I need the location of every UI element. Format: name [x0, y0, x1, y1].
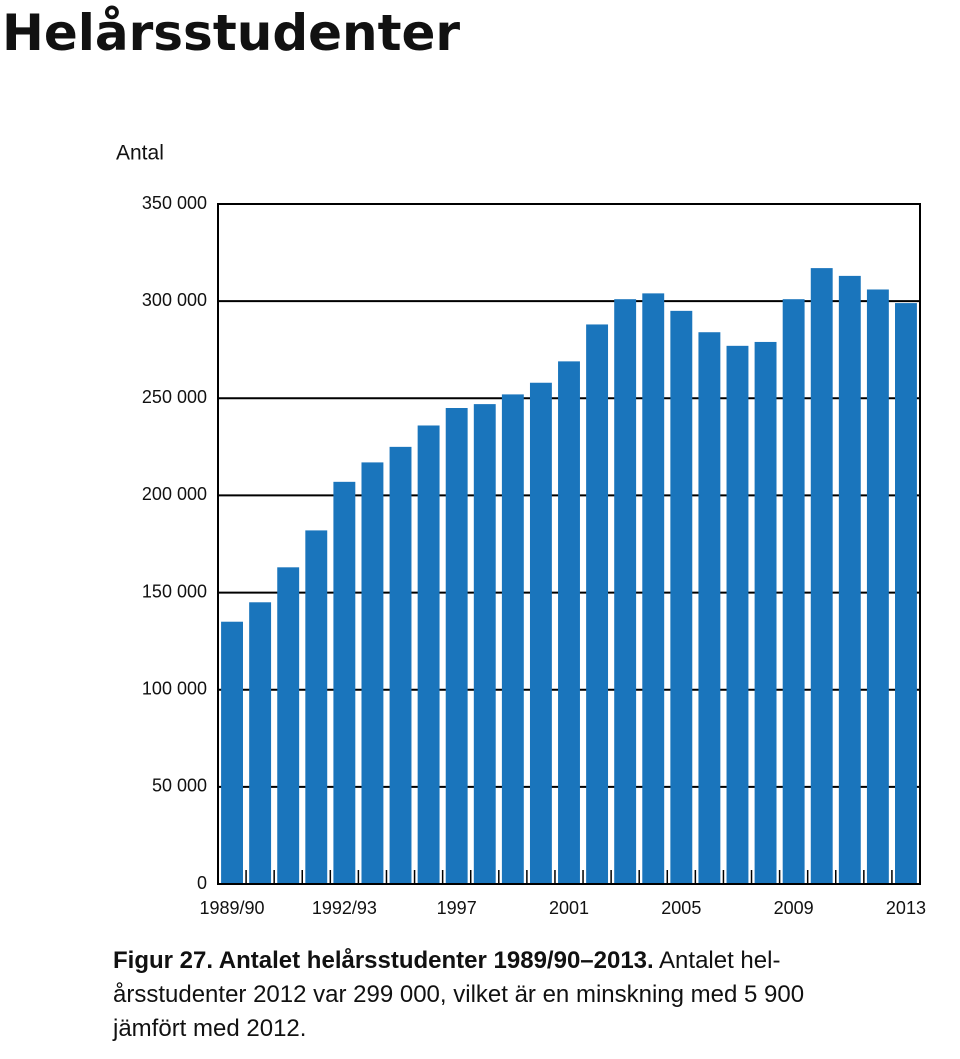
- x-tick-label: 2013: [886, 898, 926, 918]
- bar: [221, 621, 243, 884]
- bar: [501, 394, 524, 884]
- bar: [333, 481, 356, 884]
- bar: [361, 462, 384, 884]
- x-tick-label: 1992/93: [312, 898, 377, 918]
- y-tick-label: 0: [197, 873, 207, 893]
- y-tick-label: 150 000: [142, 581, 207, 601]
- y-tick-label: 300 000: [142, 290, 207, 310]
- bar: [586, 324, 609, 884]
- x-tick-label: 2001: [549, 898, 589, 918]
- bar: [417, 425, 440, 884]
- bar: [838, 275, 861, 884]
- caption-text: jämfört med 2012.: [112, 1015, 306, 1042]
- bar: [866, 289, 889, 884]
- bar: [614, 299, 637, 884]
- bar: [698, 332, 721, 884]
- bar: [670, 310, 693, 884]
- bar: [558, 361, 580, 884]
- bar: [529, 382, 552, 884]
- x-tick-label: 2009: [774, 898, 814, 918]
- bar: [277, 567, 300, 884]
- y-axis-label: Antal: [116, 142, 164, 165]
- caption-text: årsstudenter 2012 var 299 000, vilket är…: [113, 981, 804, 1008]
- bar: [642, 293, 665, 884]
- bar: [473, 404, 496, 884]
- bar: [249, 602, 272, 884]
- page-title: Helårsstudenter: [2, 4, 460, 62]
- bar: [895, 303, 917, 885]
- y-tick-label: 50 000: [152, 776, 207, 796]
- caption: Figur 27. Antalet helårsstudenter 1989/9…: [113, 947, 780, 974]
- bar: [754, 341, 777, 884]
- caption-bold: Figur 27. Antalet helårsstudenter 1989/9…: [113, 947, 654, 974]
- y-tick-label: 250 000: [142, 387, 207, 407]
- bar: [305, 530, 328, 884]
- y-tick-label: 200 000: [142, 484, 207, 504]
- x-tick-label: 1997: [437, 898, 477, 918]
- x-tick-label: 2005: [661, 898, 701, 918]
- bar: [389, 446, 412, 884]
- y-tick-label: 350 000: [142, 193, 207, 213]
- caption-text: Antalet hel-: [654, 947, 781, 974]
- plot-frame: [217, 203, 921, 885]
- bar: [810, 268, 833, 885]
- bar: [726, 345, 749, 884]
- y-tick-label: 100 000: [142, 678, 207, 698]
- bar: [782, 299, 805, 884]
- bar: [445, 408, 468, 884]
- x-tick-label: 1989/90: [200, 898, 265, 918]
